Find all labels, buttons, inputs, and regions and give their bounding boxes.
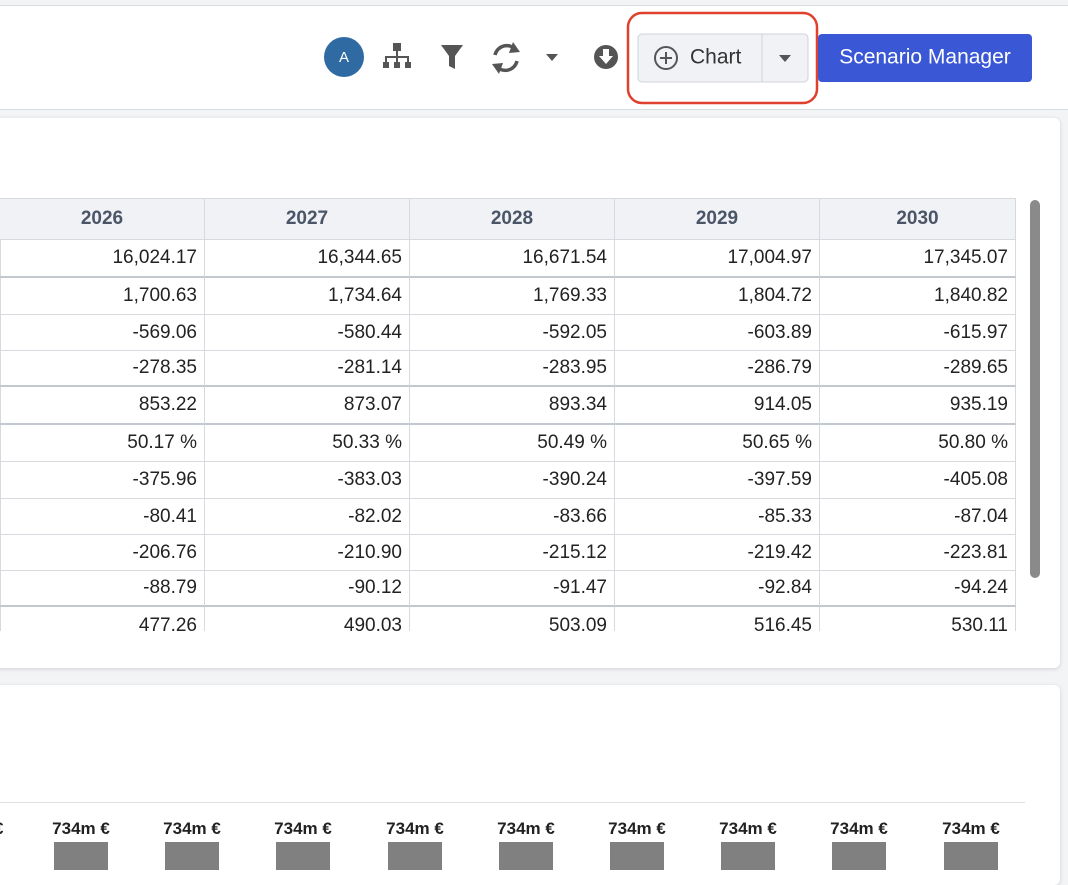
table-cell: 516.45 — [615, 607, 820, 631]
table-cell: -83.66 — [410, 499, 615, 535]
add-icon-plus — [660, 52, 672, 64]
table-cell: 530.11 — [820, 607, 1016, 631]
chart-card — [0, 685, 1060, 885]
table-cell: -87.04 — [820, 499, 1016, 535]
download-arrow — [599, 49, 613, 64]
table-cell: 490.03 — [205, 607, 410, 631]
table-cell: -405.08 — [820, 462, 1016, 499]
table-cell: -281.14 — [205, 351, 410, 387]
table-cell: 17,345.07 — [820, 240, 1016, 278]
table-cell: -397.59 — [615, 462, 820, 499]
table-cell: 50.80 % — [820, 425, 1016, 462]
filter-icon[interactable] — [441, 45, 463, 69]
table-cell: -390.24 — [410, 462, 615, 499]
table-cell: -206.76 — [0, 535, 205, 571]
table-cell: -569.06 — [0, 315, 205, 351]
chart-button-label: Chart — [690, 46, 742, 69]
highlight-outline — [626, 11, 819, 105]
toolbar: A Chart Scenario Manager — [0, 5, 1068, 110]
scenario-manager-label: Scenario Manager — [839, 46, 1011, 69]
column-header: 2029 — [615, 198, 820, 240]
table-cell: 477.26 — [0, 607, 205, 631]
table-cell: -283.95 — [410, 351, 615, 387]
table-cell: -90.12 — [205, 571, 410, 607]
table-cell: 503.09 — [410, 607, 615, 631]
table-cell: 914.05 — [615, 387, 820, 425]
table-cell: -278.35 — [0, 351, 205, 387]
column-header: 2027 — [205, 198, 410, 240]
column-header: 2026 — [0, 198, 205, 240]
scrollbar[interactable] — [1030, 200, 1040, 578]
column-header: 2030 — [820, 198, 1016, 240]
table-cell: -80.41 — [0, 499, 205, 535]
table-cell: -219.42 — [615, 535, 820, 571]
table-cell: -223.81 — [820, 535, 1016, 571]
table-cell: 1,769.33 — [410, 278, 615, 315]
table-cell: -215.12 — [410, 535, 615, 571]
table-cell: 1,700.63 — [0, 278, 205, 315]
toolbar-icons: A Chart Scenario Manager — [324, 11, 1032, 105]
add-icon — [654, 46, 678, 70]
table-cell: 853.22 — [0, 387, 205, 425]
row-stub-column — [0, 198, 1, 631]
scenario-manager-button[interactable] — [818, 34, 1032, 82]
table-cell: 50.49 % — [410, 425, 615, 462]
table-cell: -289.65 — [820, 351, 1016, 387]
avatar-letter: A — [339, 49, 349, 66]
table-cell: 893.34 — [410, 387, 615, 425]
refresh-arrows — [492, 42, 520, 74]
chart-button[interactable] — [637, 33, 809, 83]
table-cell: -603.89 — [615, 315, 820, 351]
table-cell: -92.84 — [615, 571, 820, 607]
avatar[interactable] — [324, 37, 364, 77]
table-cell: -383.03 — [205, 462, 410, 499]
table-cell: -88.79 — [0, 571, 205, 607]
table-cell: 1,734.64 — [205, 278, 410, 315]
chart-baseline — [0, 802, 1025, 803]
chart-menu-caret[interactable] — [779, 55, 791, 62]
table-cell: -375.96 — [0, 462, 205, 499]
table-cell: -210.90 — [205, 535, 410, 571]
table-cell: -82.02 — [205, 499, 410, 535]
hierarchy-icon[interactable] — [383, 43, 411, 68]
refresh-menu-caret[interactable] — [546, 54, 558, 61]
table-cell: 935.19 — [820, 387, 1016, 425]
table-cell: -286.79 — [615, 351, 820, 387]
table-cell: 1,804.72 — [615, 278, 820, 315]
table-cell: 1,840.82 — [820, 278, 1016, 315]
table-cell: -615.97 — [820, 315, 1016, 351]
data-table: 2026 2027 2028 2029 2030 16,024.17 16,344.65 16… — [0, 198, 1016, 631]
table-cell: 16,344.65 — [205, 240, 410, 278]
table-cell: 50.65 % — [615, 425, 820, 462]
table-cell: -580.44 — [205, 315, 410, 351]
table-cell: 16,671.54 — [410, 240, 615, 278]
table-cell: -592.05 — [410, 315, 615, 351]
table-cell: 50.17 % — [0, 425, 205, 462]
table-cell: 16,024.17 — [0, 240, 205, 278]
table-cell: 50.33 % — [205, 425, 410, 462]
table-cell: -91.47 — [410, 571, 615, 607]
table-cell: -85.33 — [615, 499, 820, 535]
table-cell: 17,004.97 — [615, 240, 820, 278]
table-card: 2026 2027 2028 2029 2030 16,024.17 16,344.65 16… — [0, 118, 1060, 668]
table-cell: 873.07 — [205, 387, 410, 425]
table-cell: -94.24 — [820, 571, 1016, 607]
column-header: 2028 — [410, 198, 615, 240]
